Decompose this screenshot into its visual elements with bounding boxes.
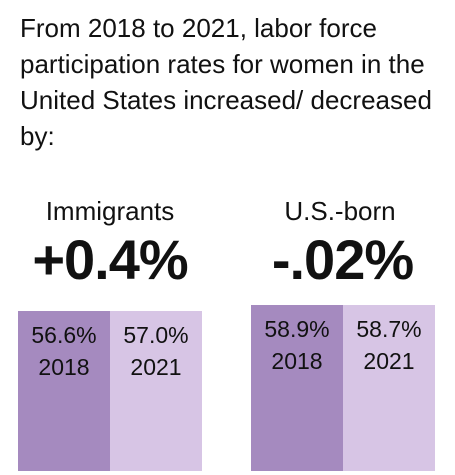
bar-year-label: 2021 [130, 354, 182, 380]
group-delta-immigrants: +0.4% [32, 228, 188, 291]
bar-year-label: 2018 [271, 348, 323, 374]
group-label-immigrants: Immigrants [45, 196, 175, 226]
group-delta-us-born: -.02% [271, 228, 414, 291]
bar-value-label: 58.9% [264, 316, 330, 342]
bar-value-label: 56.6% [31, 322, 97, 348]
bar-value-label: 58.7% [356, 316, 422, 342]
headline: From 2018 to 2021, labor force participa… [20, 13, 432, 151]
bar-us-born-2021: 58.7% 2021 [343, 305, 435, 471]
bar-immigrants-2018: 56.6% 2018 [18, 311, 110, 471]
bar-immigrants-2021: 57.0% 2021 [110, 311, 202, 471]
bar-value-label: 57.0% [123, 322, 189, 348]
bar-us-born-2018: 58.9% 2018 [251, 305, 343, 471]
group-label-us-born: U.S.-born [284, 196, 396, 226]
bar-year-label: 2021 [363, 348, 415, 374]
bar-year-label: 2018 [38, 354, 90, 380]
